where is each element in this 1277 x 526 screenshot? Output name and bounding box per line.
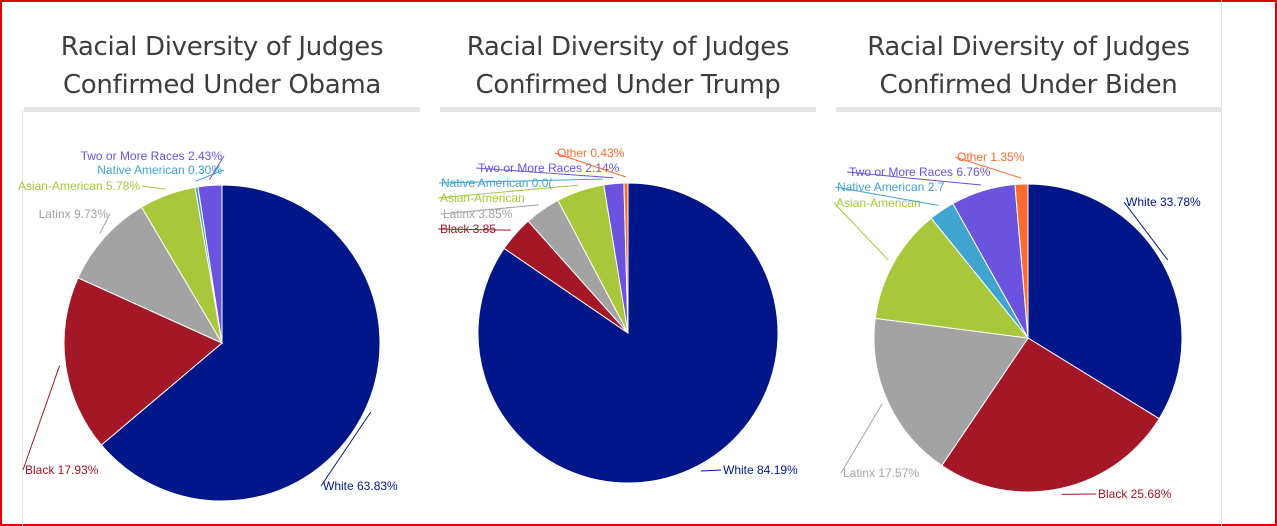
label-leader-two_or_more: [846, 171, 982, 186]
slice-label-two_or_more: Two or More Races 2.14%: [478, 161, 620, 175]
slice-label-asian: Asian-American: [440, 191, 525, 205]
pie-slice-white[interactable]: [100, 184, 381, 502]
chart-title-line-1: Racial Diversity of Judges: [466, 32, 790, 62]
slice-label-native: Native American 2.7: [837, 180, 945, 194]
chart-title-line-2: Confirmed Under Biden: [879, 70, 1178, 100]
slice-label-white: White 84.19%: [723, 463, 798, 477]
slice-label-latinx: Latinx 17.57%: [843, 466, 919, 480]
label-leader-white: [700, 469, 722, 472]
label-leader-asian: [833, 202, 889, 261]
label-leader-latinx: [99, 213, 111, 234]
slice-label-latinx: Latinx 3.85%: [443, 207, 513, 221]
slice-label-other: Other 0.43%: [557, 146, 625, 160]
pie-slice-other[interactable]: [623, 182, 629, 334]
pie-slice-asian[interactable]: [874, 217, 1030, 339]
pie-slice-black[interactable]: [941, 337, 1160, 493]
slice-label-other: Other 1.35%: [957, 150, 1025, 164]
label-leader-two_or_more: [209, 155, 225, 180]
pie-slice-latinx[interactable]: [873, 317, 1029, 467]
chart-title-line-1: Racial Diversity of Judges: [60, 32, 384, 62]
slice-label-two_or_more: Two or More Races 2.43%: [81, 149, 223, 163]
label-leader-white: [1123, 201, 1169, 261]
pie-slice-two_or_more[interactable]: [197, 184, 223, 344]
chart-panel-obama: Racial Diversity of Judges Confirmed Und…: [24, 0, 420, 526]
slice-label-black: Black 17.93%: [25, 463, 99, 477]
slice-label-asian: Asian-American 5.78%: [18, 179, 140, 193]
slice-label-asian: Asian-American: [836, 196, 921, 210]
pie-slice-white[interactable]: [1027, 183, 1183, 420]
label-leader-asian: [437, 184, 579, 199]
label-leader-latinx: [440, 204, 540, 215]
pie-slice-latinx[interactable]: [77, 206, 224, 345]
chart-title: Racial Diversity of Judges Confirmed Und…: [440, 28, 816, 104]
pie-2: White 33.78% Black 25.68% Latinx 17.57% Asi…: [833, 150, 1201, 501]
slice-label-white: White 33.78%: [1126, 195, 1201, 209]
label-leader-other: [954, 156, 1022, 179]
label-leader-asian: [141, 185, 166, 190]
slice-label-two_or_more: Two or More Races 6.76%: [849, 165, 991, 179]
label-leader-native: [195, 169, 225, 182]
label-leader-white: [320, 411, 372, 487]
slice-label-native: Native American 0.30%: [97, 163, 222, 177]
title-underline: [24, 107, 420, 112]
slice-label-native: Native American 0.0(: [441, 176, 552, 190]
chart-title-line-1: Racial Diversity of Judges: [867, 32, 1190, 62]
chart-title: Racial Diversity of Judges Confirmed Und…: [836, 28, 1221, 104]
slice-label-white: White 63.83%: [323, 479, 398, 493]
label-leader-other: [554, 152, 627, 178]
chart-title: Racial Diversity of Judges Confirmed Und…: [24, 28, 420, 104]
pie-0: White 63.83% Black 17.93% Latinx 9.73% Asia…: [18, 149, 398, 502]
slice-label-black: Black 3.85: [440, 222, 496, 236]
label-leader-black: [22, 365, 61, 471]
right-divider: [1221, 0, 1222, 526]
slice-label-latinx: Latinx 9.73%: [39, 207, 109, 221]
chart-panel-trump: Racial Diversity of Judges Confirmed Und…: [440, 0, 816, 526]
title-underline: [836, 107, 1221, 112]
pie-slice-black[interactable]: [63, 277, 223, 446]
chart-title-line-2: Confirmed Under Obama: [62, 70, 382, 100]
title-underline: [440, 107, 816, 112]
slice-label-black: Black 25.68%: [1098, 487, 1172, 501]
chart-title-line-2: Confirmed Under Trump: [475, 70, 781, 100]
left-divider: [22, 110, 23, 526]
label-leader-black: [437, 228, 511, 231]
pie-slice-other[interactable]: [1014, 183, 1029, 339]
chart-panel-biden: Racial Diversity of Judges Confirmed Und…: [836, 0, 1221, 526]
label-leader-native: [438, 178, 603, 184]
label-leader-two_or_more: [475, 167, 614, 179]
label-leader-latinx: [840, 403, 883, 474]
label-leader-native: [834, 186, 939, 206]
